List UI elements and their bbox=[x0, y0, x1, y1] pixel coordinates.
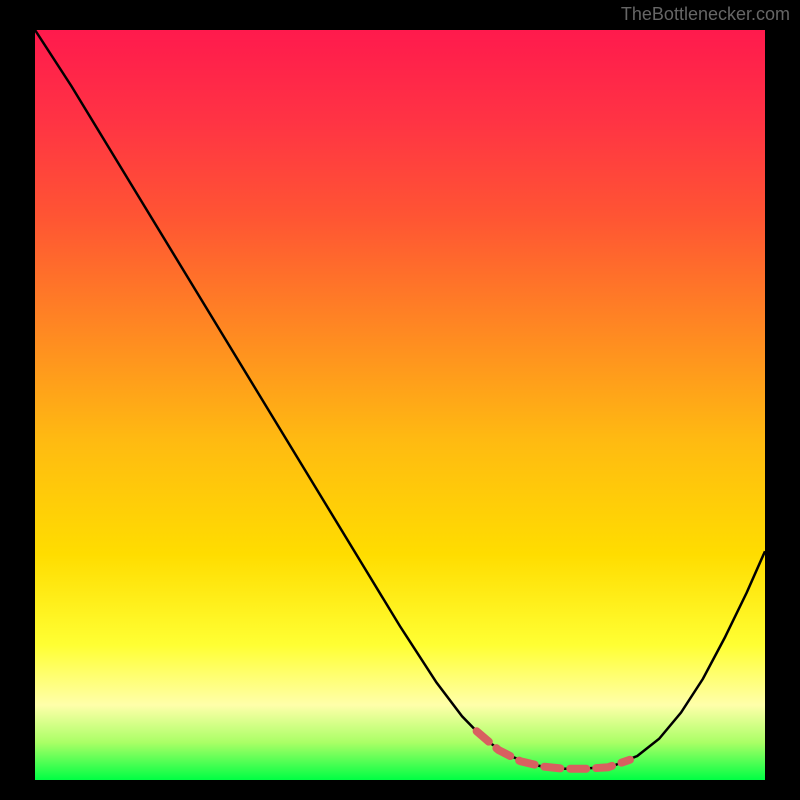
curve-layer bbox=[35, 30, 765, 780]
watermark-text: TheBottlenecker.com bbox=[621, 4, 790, 25]
plot-area bbox=[35, 30, 765, 780]
trough-marker bbox=[477, 731, 630, 769]
bottleneck-curve bbox=[35, 30, 765, 769]
